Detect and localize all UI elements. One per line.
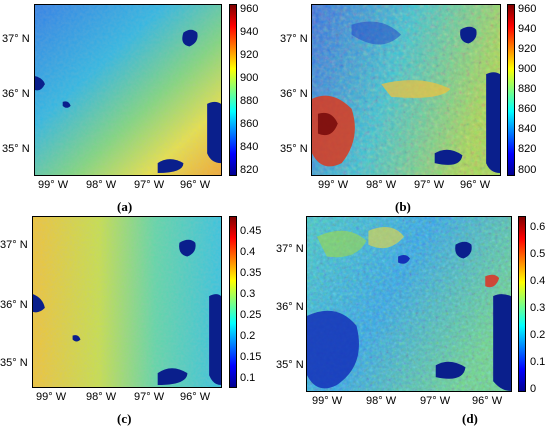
colorbar-d-label: 0.3 — [530, 302, 546, 314]
colorbar-a-label: 900 — [240, 72, 259, 84]
colorbar-b — [507, 4, 515, 176]
colorbar-d-label: 0.6 — [530, 221, 546, 233]
colorbar-c-label: 0.4 — [240, 246, 256, 258]
lon-label: 99° W — [36, 391, 67, 403]
colorbar-b-label: 920 — [518, 43, 537, 55]
colorbar-a-label: 880 — [240, 95, 259, 107]
colorbar-c-label: 0.45 — [240, 225, 262, 237]
colorbar-c-label: 0.35 — [240, 267, 262, 279]
colorbar-c-label: 0.25 — [240, 309, 262, 321]
colorbar-b-label: 860 — [518, 103, 537, 115]
lat-label: 36° N — [2, 88, 30, 100]
lon-label: 97° W — [134, 179, 165, 191]
panel-d-label: (d) — [462, 411, 478, 426]
map-c — [32, 216, 222, 388]
panel-b-label: (b) — [395, 199, 411, 214]
colorbar-d-label: 0.5 — [530, 248, 546, 260]
colorbar-a-label: 840 — [240, 141, 259, 153]
lon-label: 99° W — [38, 179, 69, 191]
map-b-raster — [312, 5, 500, 175]
colorbar-d-label: 0.4 — [530, 275, 546, 287]
colorbar-b-label: 820 — [518, 143, 537, 155]
panel-a-label: (a) — [117, 199, 133, 214]
colorbar-b-label: 840 — [518, 123, 537, 135]
lat-label: 35° N — [0, 357, 28, 369]
lon-label: 97° W — [414, 179, 445, 191]
lon-label: 98° W — [86, 179, 117, 191]
map-d — [306, 216, 512, 392]
map-d-raster — [307, 217, 511, 391]
colorbar-a-label: 920 — [240, 49, 259, 61]
colorbar-a-label: 820 — [240, 164, 259, 176]
colorbar-d-label: 0.2 — [530, 329, 546, 341]
lat-label: 36° N — [276, 301, 304, 313]
lon-label: 98° W — [366, 395, 397, 407]
colorbar-c-label: 0.3 — [240, 288, 256, 300]
lon-label: 98° W — [366, 179, 397, 191]
lon-label: 98° W — [86, 391, 117, 403]
colorbar-c-label: 0.1 — [240, 372, 256, 384]
lon-label: 96° W — [180, 179, 211, 191]
colorbar-a-label: 940 — [240, 26, 259, 38]
colorbar-b-label: 800 — [518, 164, 537, 176]
lat-label: 36° N — [0, 299, 28, 311]
lat-label: 37° N — [276, 243, 304, 255]
lon-label: 96° W — [460, 179, 491, 191]
lon-label: 97° W — [420, 395, 451, 407]
lat-label: 37° N — [280, 33, 308, 45]
colorbar-b-label: 880 — [518, 83, 537, 95]
colorbar-d-label: 0.1 — [530, 356, 546, 368]
lon-label: 99° W — [318, 179, 349, 191]
colorbar-c-label: 0.15 — [240, 351, 262, 363]
colorbar-b-label: 940 — [518, 23, 537, 35]
colorbar-c-label: 0.2 — [240, 330, 256, 342]
lon-label: 97° W — [134, 391, 165, 403]
colorbar-a-label: 960 — [240, 3, 259, 15]
lon-label: 96° W — [472, 395, 503, 407]
map-c-raster — [33, 217, 221, 387]
lat-label: 35° N — [280, 143, 308, 155]
colorbar-d-label: 0 — [530, 383, 537, 395]
map-b — [311, 4, 501, 176]
lon-label: 96° W — [180, 391, 211, 403]
lat-label: 35° N — [2, 143, 30, 155]
lon-label: 99° W — [312, 395, 343, 407]
colorbar-b-label: 960 — [518, 3, 537, 15]
colorbar-d — [518, 216, 526, 392]
lat-label: 37° N — [2, 33, 30, 45]
colorbar-c — [229, 216, 237, 388]
colorbar-b-label: 900 — [518, 63, 537, 75]
panel-c-label: (c) — [117, 411, 132, 426]
colorbar-a — [229, 4, 237, 176]
lat-label: 36° N — [280, 88, 308, 100]
map-a-raster — [35, 5, 221, 175]
map-a — [34, 4, 222, 176]
colorbar-a-label: 860 — [240, 118, 259, 130]
lat-label: 35° N — [276, 359, 304, 371]
lat-label: 37° N — [0, 239, 28, 251]
